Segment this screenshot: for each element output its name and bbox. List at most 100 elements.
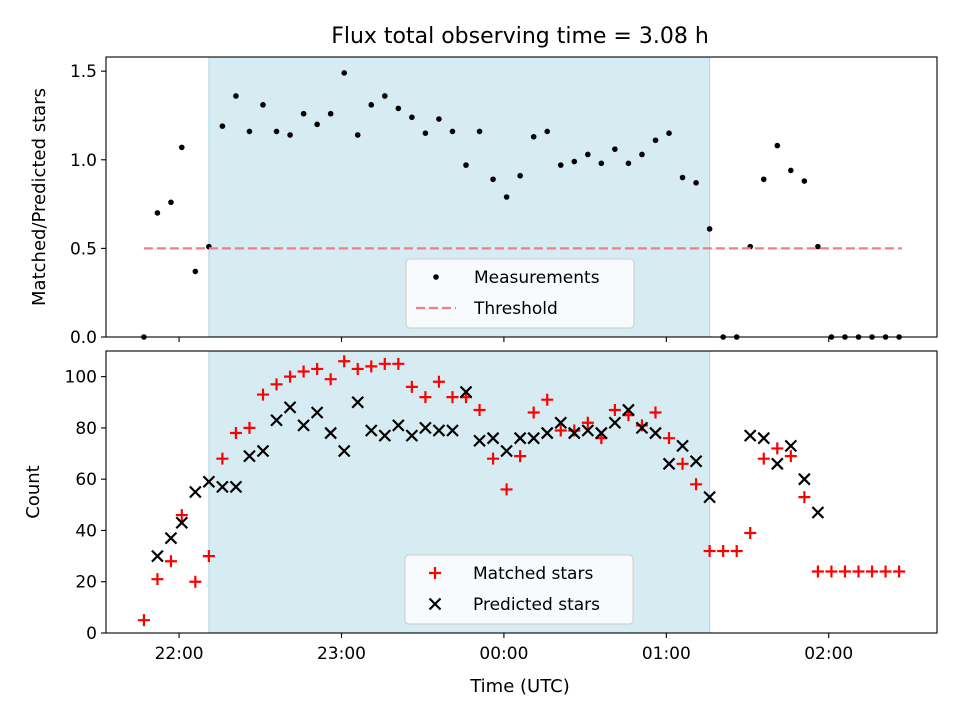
predicted-star-point <box>256 444 270 458</box>
predicted-star-point <box>513 431 527 445</box>
measurement-point <box>585 151 591 158</box>
measurement-point <box>300 110 307 117</box>
predicted-star-point <box>676 439 689 453</box>
figure-title: Flux total observing time = 3.08 h <box>331 24 709 49</box>
measurement-point <box>598 160 605 167</box>
predicted-star-point <box>310 406 324 419</box>
predicted-star-point <box>175 516 189 530</box>
matched-star-point <box>703 544 716 557</box>
predicted-star-point <box>364 424 378 437</box>
measurement-point <box>233 93 239 99</box>
legend-box <box>405 258 635 329</box>
predicted-star-point <box>243 449 256 463</box>
x-tick-label: 22:00 <box>155 644 204 664</box>
predicted-star-point <box>432 424 446 437</box>
measurement-point <box>557 162 564 168</box>
predicted-star-point <box>798 472 811 486</box>
matched-star-point <box>229 427 242 440</box>
data-layer <box>141 70 902 340</box>
predicted-star-point <box>378 429 392 442</box>
matched-star-point <box>676 457 689 470</box>
measurement-point <box>154 210 161 216</box>
legend-label: Threshold <box>473 299 558 319</box>
measurement-point <box>490 176 496 183</box>
matched-star-point <box>392 357 405 370</box>
matched-star-point <box>893 565 906 578</box>
measurement-point <box>815 243 821 250</box>
x-tick-label: 02:00 <box>804 644 853 664</box>
y-tick-label: 40 <box>75 521 97 541</box>
measurement-point <box>530 133 537 140</box>
measurement-point <box>168 199 174 206</box>
measurement-point <box>382 93 388 99</box>
x-tick-label: 00:00 <box>479 644 528 664</box>
y-axis-label: Matched/Predicted stars <box>29 88 50 306</box>
measurement-point <box>273 128 280 135</box>
predicted-star-point <box>337 444 351 458</box>
matched-star-point <box>690 478 703 491</box>
matched-star-point <box>405 380 418 393</box>
matched-star-point <box>500 483 513 496</box>
predicted-star-point <box>189 485 202 499</box>
predicted-star-point <box>568 426 581 440</box>
matched-star-point <box>663 432 676 445</box>
predicted-star-point <box>635 421 649 435</box>
predicted-star-point <box>662 457 676 471</box>
x-tick-label: 23:00 <box>317 644 366 664</box>
matched-star-point <box>151 573 164 586</box>
measurement-point <box>706 226 713 232</box>
predicted-star-point <box>689 454 703 468</box>
measurement-point <box>463 162 469 168</box>
legend: Matched stars Predicted stars <box>404 554 634 625</box>
measurement-point <box>760 176 767 183</box>
matched-star-point <box>473 403 486 416</box>
matched-star-point <box>581 416 594 429</box>
measurement-point <box>368 102 375 108</box>
predicted-star-point <box>216 480 229 494</box>
predicted-star-point <box>649 426 662 440</box>
matched-star-point <box>554 424 567 437</box>
matched-star-point <box>351 362 364 375</box>
matched-star-point <box>717 544 730 557</box>
predicted-star-point <box>703 490 716 504</box>
measurement-point <box>314 121 320 128</box>
matched-star-point <box>202 550 215 563</box>
matched-star-point <box>297 365 310 378</box>
matched-star-point <box>487 452 500 465</box>
measurement-point <box>652 137 659 144</box>
matched-star-point <box>378 357 391 370</box>
matched-star-point <box>514 450 527 463</box>
matched-star-point <box>852 565 865 578</box>
matched-star-point <box>284 370 297 383</box>
measurement-point <box>354 132 361 138</box>
measurement-point <box>449 128 456 135</box>
predicted-star-point <box>743 429 757 442</box>
matched-star-point <box>798 491 811 504</box>
matched-star-point <box>811 565 824 578</box>
measurement-point <box>287 132 293 138</box>
predicted-star-point <box>324 426 337 440</box>
matched-star-point <box>771 442 784 455</box>
measurement-point <box>571 158 578 165</box>
predicted-star-point <box>608 416 622 430</box>
matched-star-point <box>311 362 324 375</box>
matched-star-point <box>216 452 229 465</box>
legend: Measurements Threshold <box>405 258 635 329</box>
measurement-point <box>639 151 645 158</box>
measurement-point <box>395 105 402 112</box>
matched-star-point <box>432 375 445 388</box>
predicted-star-point <box>229 480 243 494</box>
measurement-point <box>693 180 699 186</box>
predicted-star-point <box>622 403 635 417</box>
legend-marker-matched <box>429 567 441 579</box>
predicted-star-point <box>392 419 405 432</box>
measurement-point <box>679 174 686 181</box>
predicted-star-point <box>757 431 771 445</box>
predicted-star-point <box>351 395 365 409</box>
matched-star-point <box>243 421 256 434</box>
matched-star-point <box>338 355 351 368</box>
axes-frame <box>105 56 938 338</box>
measurement-point <box>246 128 253 135</box>
predicted-star-point <box>459 385 473 399</box>
